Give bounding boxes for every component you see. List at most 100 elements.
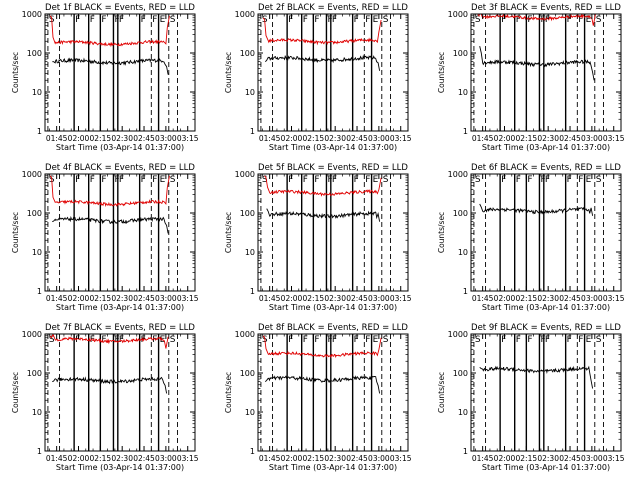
x-tick-label: 02:30 xyxy=(324,134,346,143)
panel-title: Det 3f BLACK = Events, RED = LLD xyxy=(471,3,621,13)
x-tick-label: 02:30 xyxy=(537,454,559,463)
x-tick-label: 02:30 xyxy=(537,294,559,303)
panel-title: Det 1f BLACK = Events, RED = LLD xyxy=(45,3,195,13)
x-tick-label: 03:00 xyxy=(155,134,177,143)
y-tick-label: 100 xyxy=(453,209,468,218)
marker-label: S xyxy=(596,175,602,185)
lld-series-line xyxy=(264,175,382,197)
events-series-line xyxy=(52,376,168,394)
y-tick-label: 1 xyxy=(37,127,42,136)
lld-series-line xyxy=(49,15,170,48)
y-tick-label: 1000 xyxy=(235,10,255,19)
marker-label: F xyxy=(314,175,319,185)
y-tick-label: 100 xyxy=(27,369,42,378)
y-tick-label: 100 xyxy=(240,49,255,58)
y-tick-label: 100 xyxy=(240,369,255,378)
x-tick-label: 02:00 xyxy=(68,454,90,463)
marker-label: S xyxy=(475,335,481,345)
marker-label: F xyxy=(141,15,146,25)
x-tick-label: 02:00 xyxy=(494,454,516,463)
x-tick-label: 02:45 xyxy=(559,294,581,303)
lld-series-line xyxy=(477,14,596,26)
marker-label: E xyxy=(586,335,592,345)
y-tick-label: 1000 xyxy=(22,10,42,19)
y-axis-label: Counts/sec xyxy=(11,212,20,253)
y-axis-label: Counts/sec xyxy=(11,372,20,413)
x-tick-label: 02:00 xyxy=(68,134,90,143)
y-axis-label: Counts/sec xyxy=(11,52,20,93)
x-tick-label: 02:15 xyxy=(303,454,325,463)
x-tick-label: 01:45 xyxy=(259,454,281,463)
lld-series-line xyxy=(262,17,382,46)
plot-frame xyxy=(470,333,622,452)
marker-label: F xyxy=(75,175,80,185)
x-tick-label: 03:15 xyxy=(390,134,412,143)
x-tick-label: 02:00 xyxy=(281,134,303,143)
x-tick-label: 02:00 xyxy=(68,294,90,303)
marker-label: F xyxy=(501,175,506,185)
x-axis-label: Start Time (03-Apr-14 01:37:00) xyxy=(56,303,184,312)
marker-label: F xyxy=(332,335,337,345)
marker-label: F xyxy=(578,15,583,25)
plot-frame xyxy=(257,13,409,132)
x-tick-label: 01:45 xyxy=(472,454,494,463)
marker-label: F xyxy=(332,15,337,25)
y-axis-label: Counts/sec xyxy=(224,52,233,93)
x-axis-label: Start Time (03-Apr-14 01:37:00) xyxy=(56,463,184,472)
marker-label: F xyxy=(314,15,319,25)
marker-label: S xyxy=(170,335,176,345)
y-axis-label: Counts/sec xyxy=(437,372,446,413)
x-tick-label: 01:45 xyxy=(46,454,68,463)
x-tick-label: 02:15 xyxy=(516,134,538,143)
y-tick-label: 10 xyxy=(458,88,468,97)
marker-label: E xyxy=(586,15,592,25)
marker-label: S xyxy=(596,335,602,345)
marker-label: F xyxy=(119,15,124,25)
plot-frame xyxy=(470,173,622,292)
y-tick-label: 1000 xyxy=(448,10,468,19)
x-axis-label: Start Time (03-Apr-14 01:37:00) xyxy=(56,143,184,152)
y-tick-label: 100 xyxy=(240,209,255,218)
marker-label: F xyxy=(90,175,95,185)
panel-title: Det 7f BLACK = Events, RED = LLD xyxy=(45,323,195,333)
panel-title: Det 8f BLACK = Events, RED = LLD xyxy=(258,323,408,333)
x-tick-label: 03:15 xyxy=(177,134,199,143)
x-tick-label: 02:45 xyxy=(133,134,155,143)
marker-label: F xyxy=(545,175,550,185)
marker-label: F xyxy=(501,15,506,25)
marker-label: F xyxy=(303,335,308,345)
marker-label: F xyxy=(152,175,157,185)
marker-label: F xyxy=(141,175,146,185)
events-series-line xyxy=(264,375,381,394)
x-tick-label: 02:45 xyxy=(559,134,581,143)
marker-label: E xyxy=(373,175,379,185)
x-tick-label: 03:15 xyxy=(390,454,412,463)
x-tick-label: 03:00 xyxy=(368,294,390,303)
marker-label: S xyxy=(596,15,602,25)
marker-label: F xyxy=(365,15,370,25)
x-tick-label: 02:15 xyxy=(516,294,538,303)
marker-label: S xyxy=(475,15,481,25)
y-tick-label: 1000 xyxy=(22,330,42,339)
x-tick-label: 03:00 xyxy=(581,454,603,463)
y-tick-label: 10 xyxy=(245,88,255,97)
y-tick-label: 10 xyxy=(32,88,42,97)
x-tick-label: 03:00 xyxy=(581,134,603,143)
y-tick-label: 1 xyxy=(463,447,468,456)
marker-label: E xyxy=(586,175,592,185)
x-tick-label: 03:00 xyxy=(368,454,390,463)
y-tick-label: 1000 xyxy=(235,330,255,339)
x-tick-label: 03:00 xyxy=(155,454,177,463)
x-tick-label: 01:45 xyxy=(259,134,281,143)
x-tick-label: 03:15 xyxy=(603,134,625,143)
marker-label: F xyxy=(578,335,583,345)
